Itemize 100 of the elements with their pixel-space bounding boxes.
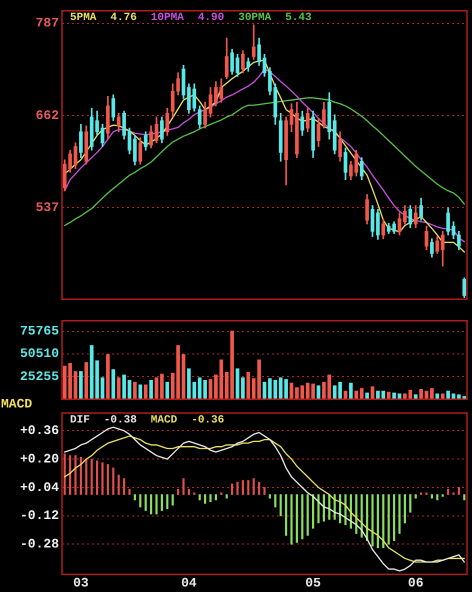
bar — [84, 362, 88, 400]
bar — [242, 480, 244, 495]
bar — [116, 377, 121, 400]
bar — [300, 385, 304, 400]
bar — [160, 494, 163, 511]
bar — [273, 380, 278, 400]
x-tick-label: 05 — [305, 575, 322, 590]
bar — [349, 382, 353, 400]
bar — [231, 484, 234, 495]
text: 5PMA — [70, 12, 97, 24]
bar — [458, 487, 460, 495]
bar — [192, 382, 196, 400]
annotation: 4.76 — [110, 12, 137, 24]
bar — [106, 354, 110, 400]
bar — [90, 458, 93, 495]
text: 30PMA — [238, 12, 272, 24]
bar — [301, 494, 304, 540]
bar — [404, 494, 406, 524]
bar — [263, 487, 266, 495]
bar — [274, 494, 276, 508]
bar — [370, 386, 374, 400]
bar — [280, 494, 282, 516]
bar — [209, 494, 212, 502]
bar — [290, 494, 293, 545]
x-tick-label: 04 — [181, 575, 197, 590]
bar — [112, 468, 114, 495]
bar — [360, 388, 364, 400]
y-tick-label: -0.12 — [20, 508, 60, 524]
bar — [198, 377, 202, 400]
x-tick-label: 06 — [408, 575, 424, 590]
annotation: 4.90 — [198, 12, 224, 24]
bar — [79, 371, 83, 400]
bar — [442, 494, 444, 497]
bar — [332, 385, 337, 400]
bar — [144, 384, 148, 400]
y-tick-label: -0.28 — [20, 536, 60, 552]
bar — [355, 494, 358, 534]
bar — [150, 494, 152, 514]
bar — [257, 359, 261, 400]
x-tick-label: 03 — [73, 575, 89, 590]
series-label: MACD — [150, 414, 178, 426]
bar — [85, 458, 88, 495]
bar — [436, 494, 438, 500]
bar — [252, 478, 255, 495]
y-tick-label: 25255 — [20, 368, 60, 384]
bar — [327, 374, 332, 400]
bar — [133, 382, 137, 400]
bar — [170, 372, 175, 400]
bar — [123, 478, 126, 495]
y-tick-label: +0.04 — [20, 480, 60, 495]
bar — [149, 380, 153, 400]
y-tick-label: 75765 — [20, 324, 60, 339]
bar — [284, 379, 288, 400]
bar — [388, 494, 390, 545]
y-tick-label: 537 — [36, 200, 59, 216]
series-label: DIF — [70, 414, 90, 426]
bar — [203, 380, 207, 400]
bar — [101, 462, 104, 495]
bar — [420, 492, 422, 495]
bar — [338, 382, 342, 400]
bar — [230, 330, 234, 400]
y-axis-title: MACD — [1, 396, 32, 412]
bar — [166, 494, 168, 510]
bar — [285, 494, 288, 536]
bar — [306, 382, 310, 400]
bar — [393, 494, 396, 542]
bar — [316, 385, 320, 400]
bar — [344, 390, 348, 400]
bar — [204, 494, 206, 504]
bar — [187, 368, 191, 400]
bar — [188, 488, 190, 495]
bar — [226, 494, 228, 498]
annotation: -0.36 — [191, 414, 224, 426]
bar — [139, 494, 142, 508]
bar — [62, 366, 67, 400]
bar — [138, 384, 142, 400]
bar — [246, 372, 250, 400]
bar — [106, 464, 109, 495]
text: 10PMA — [150, 12, 184, 24]
annotation: -0.38 — [104, 414, 138, 426]
y-tick-label: 50510 — [20, 346, 60, 362]
annotation: 5.43 — [285, 12, 312, 24]
bar — [447, 488, 450, 495]
bar — [278, 377, 283, 400]
bar — [322, 382, 326, 400]
bar — [90, 345, 94, 400]
bar — [198, 494, 201, 500]
bar — [155, 494, 158, 514]
bar — [177, 488, 180, 495]
bar — [252, 378, 256, 400]
bar — [224, 372, 229, 400]
bar — [111, 369, 116, 400]
bar — [172, 494, 174, 506]
bar — [219, 359, 224, 400]
y-tick-label: 662 — [36, 108, 60, 123]
bar — [74, 455, 77, 495]
bar — [118, 474, 120, 495]
bar — [382, 494, 384, 548]
bar — [236, 482, 239, 495]
bar — [247, 480, 250, 495]
